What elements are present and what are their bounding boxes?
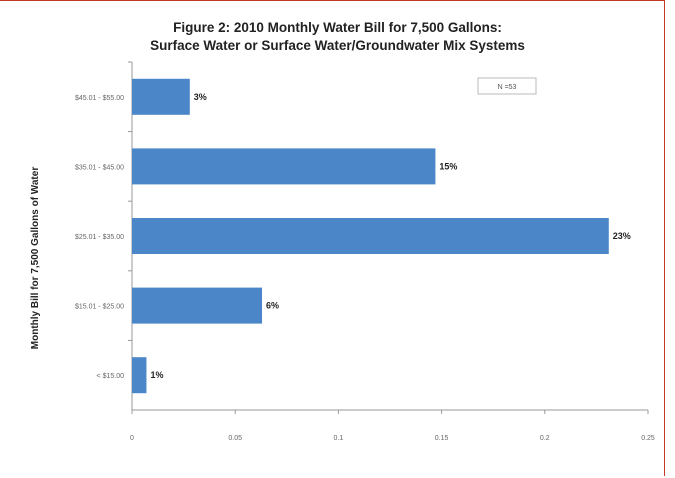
bar-data-label: 6%: [266, 301, 279, 311]
y-tick-label: < $15.00: [97, 373, 125, 380]
x-tick-label: 0.25: [641, 435, 655, 442]
x-tick-label: 0: [130, 435, 134, 442]
bar: [132, 357, 147, 394]
y-tick-label: $45.01 - $55.00: [75, 95, 124, 102]
y-tick-label: $25.01 - $35.00: [75, 234, 124, 241]
x-tick-label: 0.05: [228, 435, 242, 442]
data-labels: 3% 15% 23% 6% 1%: [150, 92, 630, 380]
bar: [132, 78, 190, 115]
y-tick-label: $15.01 - $25.00: [75, 304, 124, 311]
annotation-text: N =53: [498, 84, 517, 91]
y-axis-label: Monthly Bill for 7,500 Gallons of Water: [30, 167, 41, 350]
x-tick-label: 0.1: [334, 435, 344, 442]
chart-title-line1: Figure 2: 2010 Monthly Water Bill for 7,…: [173, 20, 502, 35]
bar: [132, 287, 263, 324]
x-tick-label: 0.15: [435, 435, 449, 442]
bar-data-label: 23%: [613, 231, 631, 241]
bars: [132, 78, 609, 394]
y-tick-label: $35.01 - $45.00: [75, 164, 124, 171]
tick-labels: $45.01 - $55.00 $35.01 - $45.00 $25.01 - $…: [75, 95, 655, 442]
bar: [132, 218, 609, 254]
bar-data-label: 3%: [194, 92, 207, 102]
x-tick-label: 0.2: [540, 435, 550, 442]
bar-data-label: 1%: [150, 370, 163, 380]
bar: [132, 148, 436, 185]
chart-title-line2: Surface Water or Surface Water/Groundwat…: [150, 38, 525, 53]
bar-data-label: 15%: [439, 161, 457, 171]
annotation-box: [477, 77, 537, 95]
